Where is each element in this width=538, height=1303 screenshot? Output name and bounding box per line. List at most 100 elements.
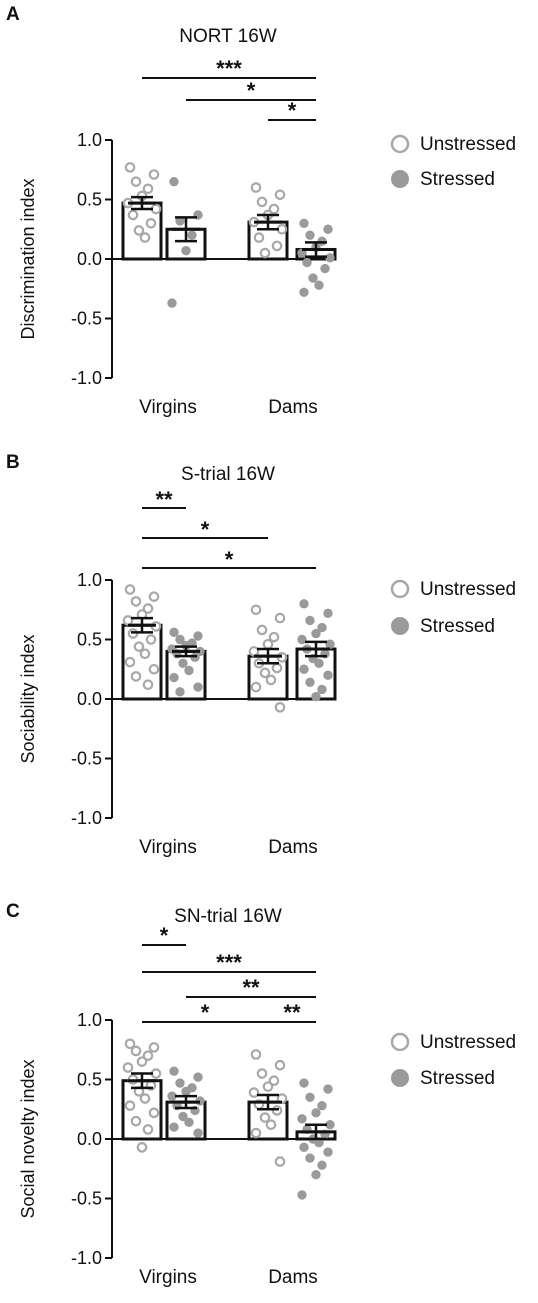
data-point: [265, 674, 277, 686]
y-tick-label: 0.0: [77, 1129, 102, 1149]
significance-label: **: [242, 975, 260, 1000]
y-axis-label: Social novelty index: [18, 1059, 38, 1218]
data-point: [256, 1068, 268, 1079]
data-point: [262, 1081, 274, 1092]
data-point: [297, 1114, 307, 1124]
panel-letter: A: [6, 4, 20, 25]
data-point: [187, 230, 197, 240]
data-point: [302, 257, 312, 268]
data-point: [142, 1050, 154, 1061]
data-point: [299, 1078, 309, 1088]
data-point: [130, 596, 142, 607]
data-point: [250, 1127, 262, 1139]
data-point: [268, 631, 280, 643]
legend-label: Unstressed: [420, 1032, 516, 1053]
significance-label: ***: [216, 950, 242, 975]
data-point: [122, 615, 134, 626]
data-point: [130, 671, 142, 682]
legend-label: Stressed: [420, 1068, 495, 1089]
data-point: [259, 1112, 271, 1123]
data-point: [311, 1108, 321, 1118]
legend-marker-stressed: [391, 617, 409, 635]
data-point: [250, 1049, 262, 1060]
data-point: [311, 628, 321, 639]
y-tick-label: -0.5: [71, 749, 102, 769]
data-point: [259, 247, 271, 259]
x-category-label: Dams: [268, 397, 318, 418]
data-point: [148, 663, 160, 675]
panel-c: C SN-trial 16W 1.0 0.5 0.0 -0.5 -1.0 Social nov…: [6, 901, 516, 1288]
data-point: [124, 584, 136, 595]
data-point: [142, 603, 154, 614]
y-tick-label: -0.5: [71, 309, 102, 329]
data-point: [175, 1078, 185, 1088]
data-point: [145, 634, 157, 645]
x-category-label: Virgins: [139, 837, 197, 858]
data-point: [133, 225, 145, 236]
data-point: [169, 627, 179, 638]
data-point: [136, 1142, 148, 1153]
data-point: [127, 209, 139, 221]
data-point: [274, 1059, 286, 1071]
data-point: [193, 631, 203, 641]
data-point: [193, 1072, 203, 1082]
data-point: [150, 203, 162, 215]
data-point: [148, 169, 160, 180]
data-point: [323, 670, 333, 680]
significance-label: *: [201, 1000, 210, 1025]
y-tick-label: 1.0: [77, 1010, 102, 1030]
x-category-label: Dams: [268, 1267, 318, 1288]
data-point: [299, 1142, 309, 1153]
chart-title: NORT 16W: [179, 26, 277, 47]
y-tick-label: -1.0: [71, 1248, 102, 1268]
data-point: [297, 1190, 307, 1200]
chart-title: S-trial 16W: [181, 464, 275, 485]
data-point: [145, 218, 157, 229]
panel-a: A NORT 16W 1.0 0.5 0.0 -0.5 -1.0 Discrimination…: [6, 4, 516, 418]
data-point: [256, 196, 268, 208]
data-point: [311, 1170, 321, 1180]
data-point: [256, 624, 268, 636]
legend-marker-unstressed: [390, 1032, 410, 1052]
data-point: [320, 263, 330, 274]
data-point: [305, 230, 315, 240]
data-point: [274, 1156, 286, 1167]
data-point: [248, 1087, 260, 1098]
data-point: [181, 245, 191, 256]
data-point: [142, 183, 154, 195]
data-point: [193, 1128, 203, 1138]
significance-label: *: [247, 78, 256, 103]
data-point: [130, 1115, 142, 1127]
data-point: [169, 1122, 179, 1132]
data-point: [133, 641, 145, 652]
data-point: [124, 1100, 136, 1111]
x-category-label: Virgins: [139, 1267, 197, 1288]
data-point: [142, 679, 154, 691]
legend-label: Unstressed: [420, 579, 516, 600]
data-point: [193, 682, 203, 692]
data-point: [325, 253, 335, 263]
y-tick-label: 0.5: [77, 190, 102, 210]
data-point: [167, 1091, 177, 1101]
significance-label: *: [225, 547, 234, 572]
data-point: [305, 1092, 315, 1103]
data-point: [124, 162, 136, 173]
data-point: [299, 599, 309, 609]
data-point: [325, 1120, 335, 1130]
y-tick-label: 1.0: [77, 130, 102, 150]
data-point: [299, 664, 309, 674]
legend-marker-stressed: [391, 1069, 409, 1087]
data-point: [148, 1107, 160, 1119]
data-point: [311, 691, 321, 702]
data-point: [139, 232, 151, 243]
y-tick-label: 0.5: [77, 630, 102, 650]
data-point: [268, 203, 280, 215]
data-point: [271, 240, 283, 252]
y-tick-label: 1.0: [77, 570, 102, 590]
y-tick-label: 0.5: [77, 1070, 102, 1090]
data-point: [276, 223, 288, 235]
data-point: [325, 639, 335, 649]
data-point: [262, 638, 274, 650]
legend-marker-unstressed: [390, 579, 410, 599]
data-point: [317, 684, 327, 695]
